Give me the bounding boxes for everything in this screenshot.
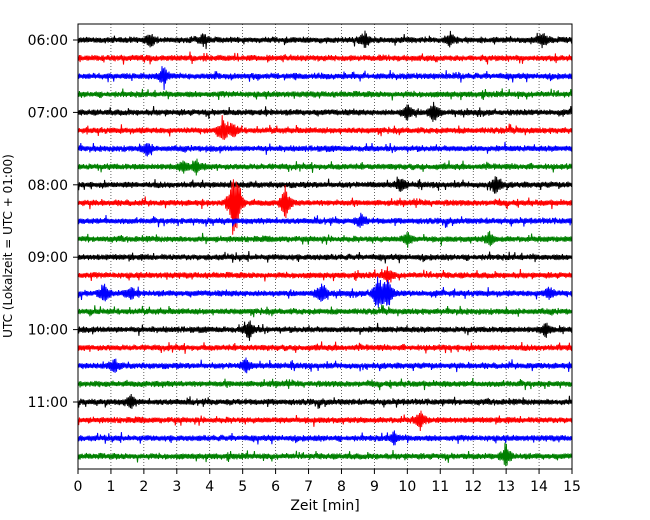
x-tick-label: 15	[563, 479, 581, 495]
seismogram-trace	[77, 51, 572, 65]
y-tick-label: 10:00	[28, 323, 68, 339]
x-axis-label: Zeit [min]	[290, 498, 359, 514]
seismogram-trace	[77, 66, 572, 90]
seismogram-trace	[77, 176, 572, 194]
x-tick-label: 5	[238, 479, 247, 495]
seismogram-trace	[77, 251, 572, 264]
x-tick-label: 4	[205, 479, 214, 495]
y-tick-label: 09:00	[28, 250, 68, 266]
y-tick-label: 08:00	[28, 178, 68, 194]
x-tick-label: 2	[139, 479, 148, 495]
seismogram-trace	[77, 266, 572, 284]
seismogram-trace	[77, 101, 572, 122]
seismogram-trace	[77, 115, 572, 140]
seismogram-trace	[77, 179, 572, 235]
seismogram-trace	[77, 320, 572, 341]
seismogram-trace	[77, 158, 572, 176]
seismogram-trace	[77, 141, 572, 157]
y-axis-ticks: 06:00 07:00 08:00 09:00 10:00 11:00	[28, 33, 78, 411]
x-tick-label: 0	[74, 479, 83, 495]
seismogram-trace	[77, 393, 572, 409]
plot-frame	[77, 23, 573, 470]
seismogram-trace	[77, 88, 572, 101]
seismogram-trace	[77, 341, 572, 354]
seismogram-trace	[77, 377, 572, 391]
x-tick-label: 13	[497, 479, 515, 495]
x-tick-label: 6	[271, 479, 280, 495]
x-tick-label: 10	[398, 479, 416, 495]
x-tick-label: 1	[106, 479, 115, 495]
x-tick-label: 8	[337, 479, 346, 495]
seismogram-trace	[77, 304, 572, 318]
x-tick-label: 3	[172, 479, 181, 495]
y-tick-label: 07:00	[28, 105, 68, 121]
x-tick-label: 7	[304, 479, 313, 495]
x-axis-ticks: 0 1 2 3 4 5 6 7 8 9 10 11 12 13 14 15	[74, 469, 581, 495]
y-tick-label: 11:00	[28, 395, 68, 411]
seismogram-traces	[77, 30, 572, 467]
seismogram-trace	[77, 410, 572, 432]
x-tick-label: 11	[431, 479, 449, 495]
x-tick-label: 12	[464, 479, 482, 495]
seismogram-trace	[77, 357, 572, 374]
y-tick-label: 06:00	[28, 33, 68, 49]
y-axis-label: UTC (Lokalzeit = UTC + 01:00)	[1, 154, 15, 338]
x-tick-label: 14	[530, 479, 548, 495]
seismogram-trace	[77, 212, 572, 228]
seismogram-trace	[77, 30, 572, 50]
seismogram-trace	[77, 430, 572, 446]
seismogram-trace	[77, 276, 572, 308]
seismogram-trace	[77, 230, 572, 248]
seismogram-trace	[77, 442, 572, 467]
x-tick-label: 9	[370, 479, 379, 495]
